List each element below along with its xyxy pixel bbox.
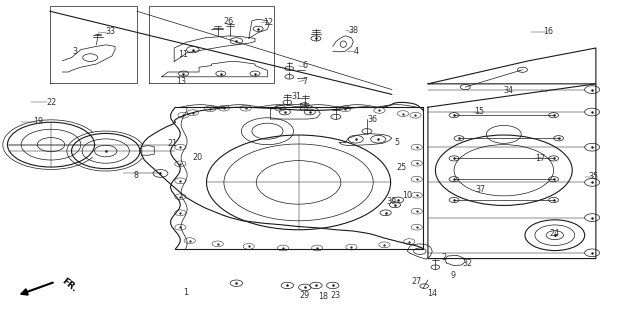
Text: 36: 36 — [367, 115, 377, 124]
Text: 37: 37 — [475, 185, 485, 194]
Text: 26: 26 — [224, 17, 234, 26]
Text: 10: 10 — [402, 191, 412, 200]
Text: 13: 13 — [177, 77, 187, 86]
Text: 1: 1 — [183, 288, 188, 297]
Text: 30: 30 — [387, 197, 397, 206]
Text: 8: 8 — [133, 172, 138, 180]
Text: 12: 12 — [264, 18, 274, 27]
Text: 5: 5 — [394, 138, 399, 147]
Text: 35: 35 — [588, 172, 598, 181]
Text: 24: 24 — [550, 229, 560, 238]
Text: 2: 2 — [442, 253, 447, 262]
Text: 23: 23 — [331, 291, 341, 300]
Text: FR.: FR. — [60, 276, 78, 293]
Text: 9: 9 — [450, 271, 455, 280]
Text: 20: 20 — [193, 153, 203, 162]
Text: 32: 32 — [463, 259, 473, 268]
Text: 11: 11 — [179, 50, 188, 59]
Text: 27: 27 — [412, 277, 422, 286]
Text: 31: 31 — [291, 92, 301, 101]
Text: 25: 25 — [396, 164, 406, 172]
Text: 17: 17 — [535, 154, 545, 163]
Text: 29: 29 — [300, 291, 310, 300]
Text: 19: 19 — [34, 117, 44, 126]
Text: 7: 7 — [302, 77, 307, 86]
Text: 14: 14 — [427, 289, 437, 298]
Text: 22: 22 — [46, 98, 56, 107]
Text: 15: 15 — [475, 108, 485, 116]
Text: 34: 34 — [504, 86, 514, 95]
Text: 6: 6 — [302, 61, 307, 70]
Text: 38: 38 — [348, 26, 358, 35]
Text: 16: 16 — [544, 28, 554, 36]
Text: 18: 18 — [318, 292, 328, 301]
Text: 3: 3 — [72, 47, 77, 56]
Text: 33: 33 — [106, 28, 116, 36]
Text: 28: 28 — [299, 103, 309, 112]
Text: 4: 4 — [353, 47, 358, 56]
Text: 21: 21 — [168, 139, 178, 148]
